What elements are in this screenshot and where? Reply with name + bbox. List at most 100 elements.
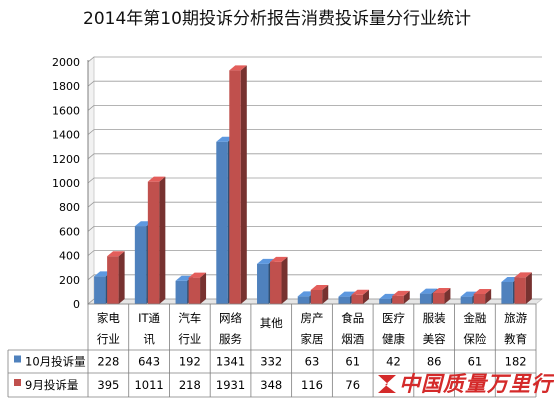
bar-sep [147,176,166,304]
bar-sep-top [473,288,492,294]
bar-sep-top [147,176,166,182]
bar-sep-top [432,287,451,293]
category-label: 食品 [341,311,364,325]
bar-oct-top [379,293,397,299]
category-label: 家居 [301,332,324,346]
category-label: 旅游 [504,311,527,325]
gridline [87,56,542,63]
gridline [87,250,542,256]
bar-oct-front [501,281,513,304]
gridline [87,225,542,232]
bar-oct-front [379,298,391,304]
bar-sep-side [362,289,369,304]
category-label: 家电 [97,311,120,325]
category-label: 讯 [143,332,155,346]
y-tick-label: 200 [59,274,80,287]
watermark-text: 中国质量万里行 [399,371,553,396]
data-label: 395 [97,378,119,392]
legend-label: 10月投诉量 [25,355,86,369]
bar-sep [188,272,207,304]
y-tick-label: 800 [59,201,80,214]
chart-title: 2014年第10期投诉分析报告消费投诉量分行业统计 [83,9,471,29]
legend-swatch [14,355,21,363]
category-label: 烟酒 [341,332,364,346]
category-label: 健康 [382,332,405,346]
bar-sep-side [159,176,166,304]
bar-sep-front [432,292,445,304]
bar-sep-side [118,251,125,304]
y-tick-label: 2000 [52,56,80,69]
data-label: 332 [260,355,282,369]
gridline [87,80,542,87]
bar-sep [270,256,288,304]
data-label: 218 [179,378,201,392]
bar-sep-front [351,294,363,304]
bar-sep-side [525,272,532,304]
y-tick-label: 400 [59,250,80,263]
gridline [87,177,542,184]
watermark-logo: 中国质量万里行 [378,368,553,398]
bar-sep-side [403,290,410,304]
category-label: 金融 [463,311,486,325]
data-label: 61 [468,355,483,369]
gridline [87,153,542,160]
gridline [87,274,542,281]
bar-oct-front [419,293,432,304]
bar-sep-top [270,256,288,262]
bar-sep-top [107,251,125,257]
bar-sep [432,287,451,304]
bar-oct-front [297,296,310,304]
bar-sep [229,65,247,304]
watermark-logo-icon [378,375,396,393]
data-label: 1341 [216,355,245,369]
category-label: 服务 [219,332,242,346]
data-label: 182 [505,355,527,369]
data-label: 116 [301,378,323,392]
data-label: 348 [260,378,282,392]
bar-oct-top [419,288,438,294]
bar-sep-front [107,256,119,304]
category-label: 美容 [423,332,446,346]
bar-sep-front [514,277,526,304]
legend-label: 9月投诉量 [25,378,78,392]
category-label: 医疗 [382,311,405,325]
gridline [87,129,542,135]
bar-sep-front [188,277,201,304]
data-label: 63 [305,355,320,369]
bar-oct-front [460,296,473,304]
bar-oct-front [94,276,106,304]
bar-oct-top [175,275,194,281]
bar-sep [351,289,369,304]
bar-oct-front [175,280,188,304]
bar-sep-side [200,272,207,304]
bar-sep-top [351,289,369,295]
bar-sep-front [392,295,404,304]
bar-sep-top [229,65,247,71]
bar-oct-front [257,263,269,304]
y-tick-label: 1200 [52,153,80,166]
data-label: 86 [427,355,442,369]
category-label: 教育 [504,332,527,346]
bar-sep [473,288,492,304]
y-tick-label: 1400 [52,129,80,142]
bar-oct-front [216,141,228,304]
data-label: 643 [138,355,160,369]
category-label: 其他 [260,316,283,330]
bar-sep-front [270,261,282,304]
data-label: 42 [386,355,401,369]
bar-sep-top [514,272,532,278]
bar-oct-front [338,296,350,304]
bar-sep-front [147,181,160,304]
data-label: 76 [345,378,360,392]
data-label: 228 [97,355,119,369]
y-tick-label: 0 [73,298,80,311]
data-label: 61 [345,355,360,369]
bar-sep-side [281,256,288,304]
bar-sep [514,272,532,304]
y-tick-label: 600 [59,225,80,238]
bar-sep-top [392,290,410,296]
bar-sep [310,284,329,304]
category-label: 保险 [463,332,486,346]
bar-oct-front [134,226,147,304]
data-label: 1931 [216,378,245,392]
